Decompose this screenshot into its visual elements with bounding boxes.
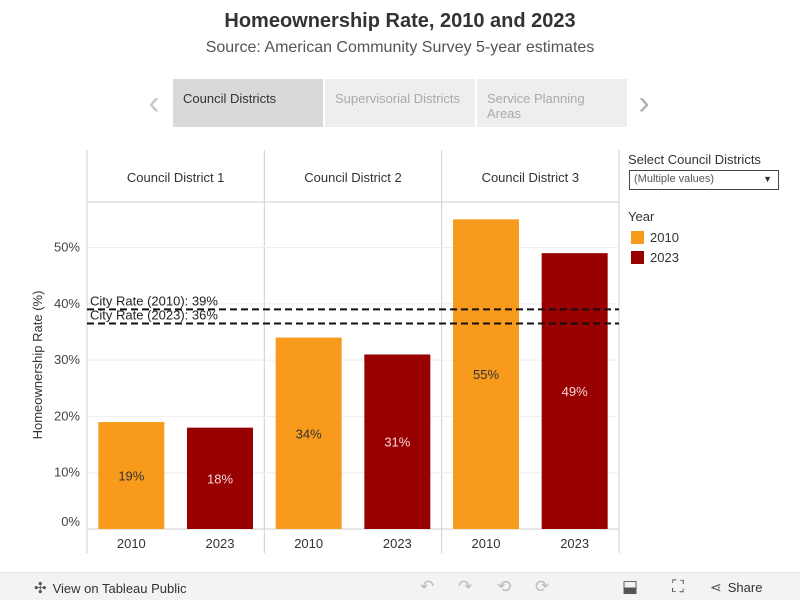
panel-header: Council District 2 bbox=[304, 170, 402, 185]
bar bbox=[364, 354, 431, 529]
footer-toolbar: ✣ View on Tableau Public ↶ ↷ ⟲ ⟳ ⬓ ⛶ ⋖ S… bbox=[0, 572, 800, 600]
revert-icon[interactable]: ⟲ bbox=[497, 577, 512, 596]
y-tick-label: 0% bbox=[61, 514, 80, 529]
chevron-right-icon[interactable]: › bbox=[638, 83, 650, 122]
page-title: Homeownership Rate, 2010 and 2023 bbox=[224, 10, 576, 32]
council-district-select[interactable]: (Multiple values) ▼ bbox=[629, 170, 779, 190]
bar bbox=[275, 337, 342, 529]
x-tick-label: 2023 bbox=[560, 536, 589, 551]
legend-item-2010[interactable]: 2010 bbox=[631, 230, 679, 245]
legend-swatch-2023 bbox=[631, 251, 644, 264]
download-icon[interactable]: ⬓ bbox=[622, 577, 639, 596]
y-axis-label: Homeownership Rate (%) bbox=[30, 291, 45, 440]
tableau-icon: ✣ bbox=[34, 580, 47, 597]
reference-line-label: City Rate (2023): 36% bbox=[90, 308, 218, 323]
legend-swatch-2010 bbox=[631, 231, 644, 244]
redo-icon[interactable]: ↷ bbox=[458, 577, 473, 596]
reference-line-label: City Rate (2010): 39% bbox=[90, 293, 218, 308]
bar-data-label: 34% bbox=[296, 426, 322, 441]
y-tick-label: 10% bbox=[54, 465, 80, 480]
view-on-tableau-link[interactable]: ✣ View on Tableau Public bbox=[34, 579, 187, 597]
x-tick-label: 2010 bbox=[294, 536, 323, 551]
bar bbox=[98, 422, 165, 529]
legend-label: 2023 bbox=[650, 250, 679, 265]
bar bbox=[541, 253, 608, 529]
share-icon: ⋖ bbox=[710, 579, 722, 595]
bar-chart: 0% 10% 20% 30% 40% 50% Homeownership Rate (%) C… bbox=[30, 150, 620, 553]
filter-title: Select Council Districts bbox=[628, 152, 761, 167]
tab-service-planning-areas[interactable]: Service Planning Areas bbox=[477, 79, 627, 127]
x-tick-label: 2010 bbox=[472, 536, 501, 551]
bar-data-label: 31% bbox=[384, 435, 410, 450]
y-tick-label: 30% bbox=[54, 352, 80, 367]
x-tick-label: 2023 bbox=[206, 536, 235, 551]
panel-header: Council District 1 bbox=[127, 170, 225, 185]
share-label: Share bbox=[727, 580, 763, 595]
tab-supervisorial-districts[interactable]: Supervisorial Districts bbox=[325, 79, 475, 127]
tab-council-districts[interactable]: Council Districts bbox=[173, 79, 323, 127]
x-tick-label: 2010 bbox=[117, 536, 146, 551]
legend-label: 2010 bbox=[650, 230, 679, 245]
x-tick-label: 2023 bbox=[383, 536, 412, 551]
bar bbox=[453, 219, 519, 529]
chevron-left-icon[interactable]: ‹ bbox=[148, 83, 160, 122]
share-button[interactable]: ⋖ Share bbox=[710, 579, 762, 596]
legend-title: Year bbox=[628, 209, 655, 224]
bar-data-label: 19% bbox=[118, 469, 144, 484]
bar bbox=[187, 427, 253, 529]
y-tick-label: 20% bbox=[54, 408, 80, 423]
y-tick-label: 50% bbox=[54, 240, 80, 255]
panel-header: Council District 3 bbox=[482, 170, 580, 185]
refresh-icon[interactable]: ⟳ bbox=[535, 577, 550, 596]
fullscreen-icon[interactable]: ⛶ bbox=[672, 577, 684, 596]
bar-data-label: 18% bbox=[207, 471, 233, 486]
bar-data-label: 49% bbox=[562, 384, 588, 399]
y-tick-label: 40% bbox=[54, 296, 80, 311]
caret-down-icon: ▼ bbox=[763, 174, 772, 184]
page-subtitle: Source: American Community Survey 5-year… bbox=[205, 39, 595, 56]
bar-data-label: 55% bbox=[473, 367, 499, 382]
undo-icon[interactable]: ↶ bbox=[420, 577, 435, 596]
view-on-tableau-label: View on Tableau Public bbox=[52, 580, 187, 596]
filter-value: (Multiple values) bbox=[634, 173, 715, 185]
legend-item-2023[interactable]: 2023 bbox=[631, 250, 679, 265]
